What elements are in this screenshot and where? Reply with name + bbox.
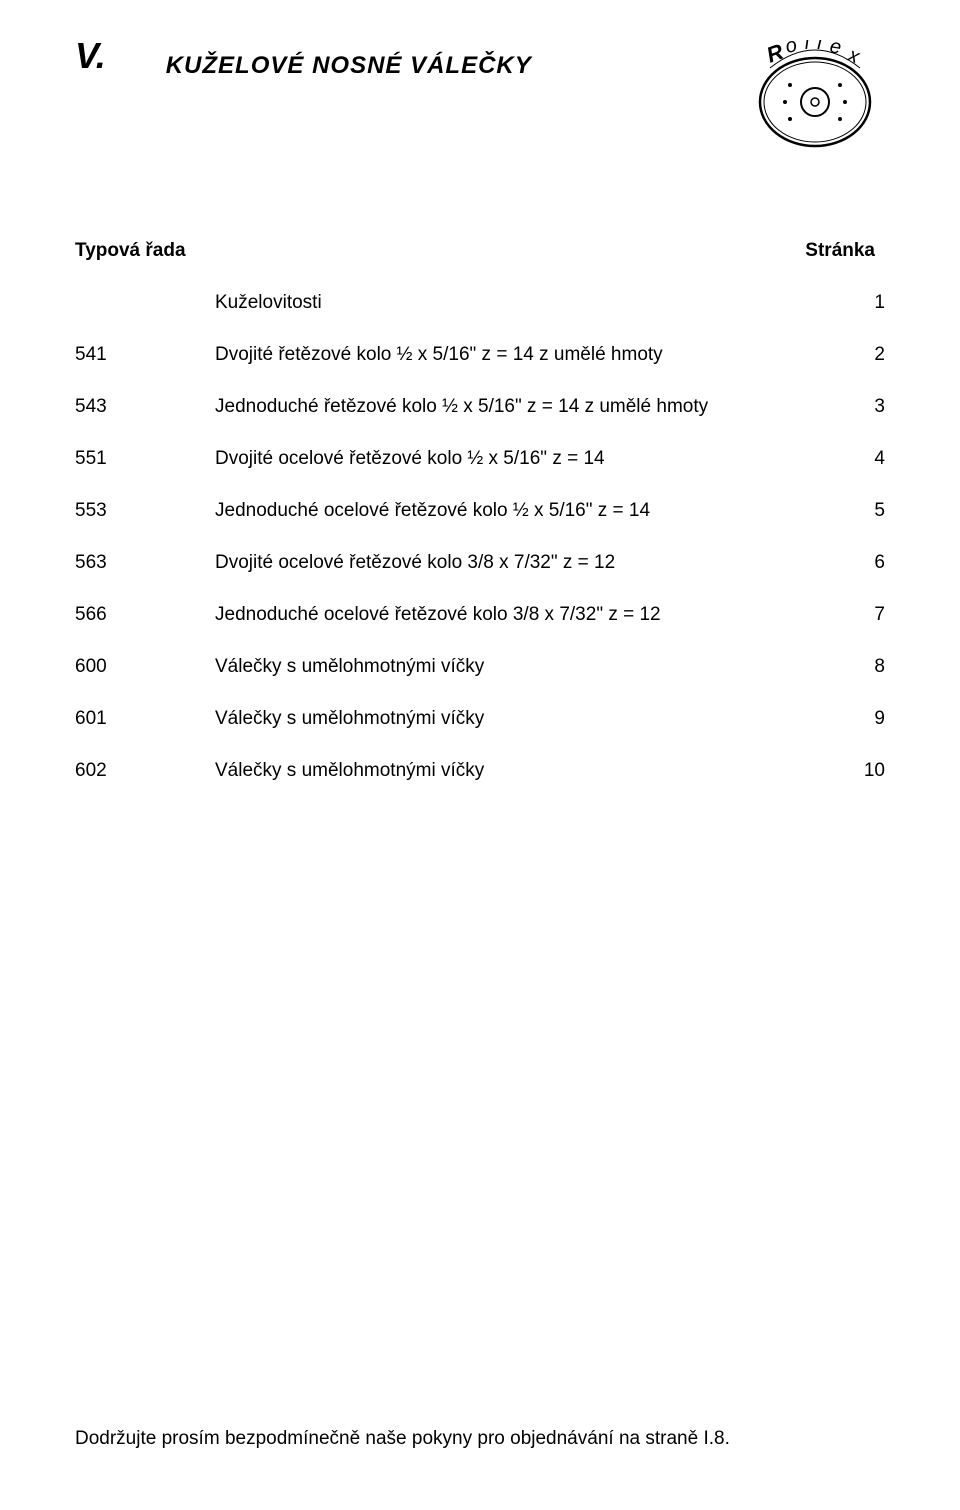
toc-code: 563: [75, 552, 215, 574]
toc-description: Kuželovitosti: [215, 292, 825, 314]
svg-text:l: l: [804, 40, 810, 54]
toc-description: Jednoduché řetězové kolo ½ x 5/16" z = 1…: [215, 396, 825, 418]
footer-text: Dodržujte prosím bezpodmínečně naše poky…: [75, 1428, 730, 1450]
svg-text:l: l: [817, 40, 823, 54]
toc-description: Jednoduché ocelové řetězové kolo ½ x 5/1…: [215, 500, 825, 522]
toc-page-number: 4: [825, 448, 885, 470]
toc-page-number: 9: [825, 708, 885, 730]
toc-description: Dvojité řetězové kolo ½ x 5/16" z = 14 z…: [215, 344, 825, 366]
toc-row: 551Dvojité ocelové řetězové kolo ½ x 5/1…: [75, 448, 885, 470]
toc-page-number: 5: [825, 500, 885, 522]
toc-code: 543: [75, 396, 215, 418]
table-header-left: Typová řada: [75, 240, 186, 262]
table-header-right: Stránka: [805, 240, 875, 262]
toc-code: 602: [75, 760, 215, 782]
toc-row: 602Válečky s umělohmotnými víčky10: [75, 760, 885, 782]
toc-description: Dvojité ocelové řetězové kolo 3/8 x 7/32…: [215, 552, 825, 574]
toc-code: 566: [75, 604, 215, 626]
header-row: V. KUŽELOVÉ NOSNÉ VÁLEČKY R o l l e x: [75, 40, 885, 150]
toc-page-number: 2: [825, 344, 885, 366]
toc-description: Dvojité ocelové řetězové kolo ½ x 5/16" …: [215, 448, 825, 470]
toc-description: Válečky s umělohmotnými víčky: [215, 708, 825, 730]
toc-page-number: 10: [825, 760, 885, 782]
toc-code: 601: [75, 708, 215, 730]
svg-text:x: x: [844, 44, 863, 69]
svg-text:o: o: [783, 40, 798, 58]
toc-page-number: 6: [825, 552, 885, 574]
toc-description: Válečky s umělohmotnými víčky: [215, 656, 825, 678]
toc-page-number: 8: [825, 656, 885, 678]
table-header: Typová řada Stránka: [75, 240, 885, 262]
section-letter: V.: [75, 35, 106, 77]
toc-row: 566Jednoduché ocelové řetězové kolo 3/8 …: [75, 604, 885, 626]
toc-row: 553Jednoduché ocelové řetězové kolo ½ x …: [75, 500, 885, 522]
toc-row: Kuželovitosti1: [75, 292, 885, 314]
toc-code: 553: [75, 500, 215, 522]
toc-code: 541: [75, 344, 215, 366]
toc-code: 600: [75, 656, 215, 678]
toc-description: Válečky s umělohmotnými víčky: [215, 760, 825, 782]
toc-page-number: 1: [825, 292, 885, 314]
toc-row: 563Dvojité ocelové řetězové kolo 3/8 x 7…: [75, 552, 885, 574]
toc-description: Jednoduché ocelové řetězové kolo 3/8 x 7…: [215, 604, 825, 626]
toc-row: 600Válečky s umělohmotnými víčky8: [75, 656, 885, 678]
toc-code: 551: [75, 448, 215, 470]
toc-row: 543Jednoduché řetězové kolo ½ x 5/16" z …: [75, 396, 885, 418]
toc-page-number: 3: [825, 396, 885, 418]
rollex-logo: R o l l e x: [745, 40, 885, 150]
page-title: KUŽELOVÉ NOSNÉ VÁLEČKY: [166, 52, 532, 80]
toc-row: 541Dvojité řetězové kolo ½ x 5/16" z = 1…: [75, 344, 885, 366]
header-left: V. KUŽELOVÉ NOSNÉ VÁLEČKY: [75, 40, 532, 80]
toc-container: Kuželovitosti1541Dvojité řetězové kolo ½…: [75, 292, 885, 782]
toc-row: 601Válečky s umělohmotnými víčky9: [75, 708, 885, 730]
svg-text:R: R: [763, 40, 787, 68]
toc-page-number: 7: [825, 604, 885, 626]
